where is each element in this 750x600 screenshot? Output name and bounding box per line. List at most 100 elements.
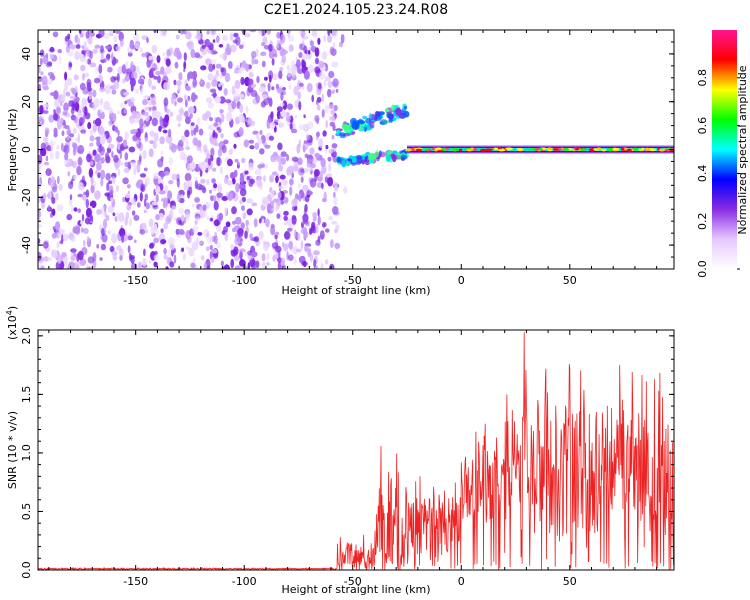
heatmap-cell <box>72 127 77 134</box>
heatmap-cell <box>133 167 137 176</box>
heatmap-cell <box>336 130 341 134</box>
heatmap-cell <box>308 50 311 55</box>
heatmap-cell <box>140 88 144 95</box>
heatmap-cell <box>231 206 237 215</box>
heatmap-cell <box>271 86 275 91</box>
heatmap-cell <box>328 148 334 154</box>
heatmap-cell <box>168 128 172 138</box>
heatmap-cell <box>43 161 50 166</box>
heatmap-cell <box>185 146 191 151</box>
heatmap-cell <box>169 47 173 55</box>
heatmap-cell <box>184 110 189 118</box>
heatmap-cell <box>160 228 164 233</box>
heatmap-cell <box>67 170 71 177</box>
heatmap-cell <box>49 152 55 160</box>
heatmap-cell <box>493 147 499 151</box>
heatmap-cell <box>51 232 57 239</box>
heatmap-cell <box>176 178 180 188</box>
heatmap-cell <box>282 87 286 91</box>
heatmap-cell <box>324 176 329 183</box>
heatmap-cell <box>248 139 255 144</box>
heatmap-cell <box>84 57 88 65</box>
heatmap-cell <box>239 181 246 191</box>
heatmap-cell <box>292 245 298 255</box>
heatmap-cell <box>133 214 140 221</box>
heatmap-cell <box>192 257 196 263</box>
heatmap-cell <box>105 152 110 161</box>
heatmap-cell <box>316 96 322 103</box>
heatmap-cell <box>261 196 269 207</box>
heatmap-cell <box>164 197 169 206</box>
heatmap-cell <box>193 94 198 100</box>
spectrogram-y-tick-label: 20 <box>20 95 33 109</box>
heatmap-cell <box>638 148 642 152</box>
heatmap-cell <box>259 148 265 155</box>
heatmap-cell <box>215 63 222 69</box>
snr-y-tick-label: 2.0 <box>20 327 33 345</box>
heatmap-cell <box>119 150 123 160</box>
heatmap-cell <box>601 148 607 152</box>
heatmap-cell <box>246 208 253 216</box>
heatmap-cell <box>77 250 84 261</box>
heatmap-cell <box>51 185 58 193</box>
heatmap-cell <box>237 231 244 238</box>
heatmap-cell <box>196 30 202 41</box>
heatmap-cell <box>179 151 186 161</box>
heatmap-cell <box>579 148 587 151</box>
heatmap-cell <box>311 157 318 164</box>
heatmap-cell <box>137 78 145 85</box>
heatmap-cell <box>212 129 216 138</box>
heatmap-cell <box>82 107 85 113</box>
heatmap-cell <box>218 212 223 221</box>
heatmap-cell <box>64 152 69 161</box>
heatmap-cell <box>303 207 307 217</box>
heatmap-cell <box>235 116 240 125</box>
heatmap-cell <box>69 95 76 100</box>
heatmap-cell <box>182 253 187 261</box>
heatmap-cell <box>160 124 168 129</box>
heatmap-cell <box>213 183 218 189</box>
heatmap-cell <box>56 175 60 185</box>
snr-ticks: -150 -100 -50 0 50 0.0 0.5 1.0 1.5 2.0 <box>20 327 674 588</box>
heatmap-cell <box>289 186 293 196</box>
spectrogram-y-tick-label: 0 <box>20 146 33 153</box>
heatmap-cell <box>42 256 50 262</box>
heatmap-cell <box>124 161 129 168</box>
heatmap-cell <box>251 202 258 207</box>
heatmap-cell <box>69 194 73 201</box>
heatmap-cell <box>175 80 182 86</box>
heatmap-cell <box>329 115 336 121</box>
heatmap-cell <box>327 176 334 187</box>
heatmap-cell <box>217 148 223 157</box>
heatmap-cell <box>212 167 217 172</box>
heatmap-cell <box>111 251 118 256</box>
heatmap-cell <box>40 71 44 76</box>
heatmap-cell <box>141 52 146 58</box>
heatmap-cell <box>232 227 238 233</box>
heatmap-cell <box>329 46 335 56</box>
heatmap-cell <box>100 97 103 106</box>
heatmap-cell <box>219 167 223 175</box>
heatmap-cell <box>73 174 77 180</box>
heatmap-cell <box>261 60 266 68</box>
heatmap-cell <box>207 234 211 244</box>
heatmap-cell <box>272 171 278 176</box>
heatmap-cell <box>210 147 215 157</box>
heatmap-cell <box>313 250 320 256</box>
heatmap-cell <box>327 34 333 43</box>
snr-y-tick-label: 1.0 <box>20 444 33 462</box>
heatmap-cell <box>178 207 184 215</box>
heatmap-cell <box>306 190 313 196</box>
heatmap-cell <box>237 161 240 166</box>
heatmap-cell <box>319 230 325 240</box>
heatmap-cell <box>264 76 268 81</box>
heatmap-cell <box>234 158 239 163</box>
heatmap-cell <box>334 228 339 233</box>
heatmap-cell <box>320 262 324 269</box>
heatmap-cell <box>201 255 205 261</box>
heatmap-cell <box>330 239 334 249</box>
heatmap-cell <box>392 154 397 163</box>
heatmap-cell <box>302 123 309 132</box>
heatmap-cell <box>209 117 213 122</box>
heatmap-cell <box>314 57 320 65</box>
